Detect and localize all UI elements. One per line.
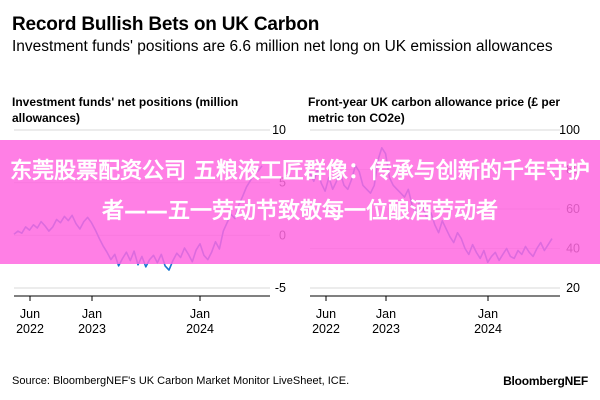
panel1-x-tick-label: Jan 2024 xyxy=(186,307,214,336)
panel1-y-tick-label: 10 xyxy=(272,123,286,137)
overlay-banner xyxy=(0,140,600,264)
chart-subtitle: Investment funds' positions are 6.6 mill… xyxy=(12,38,553,55)
overlay-banner-text: 东莞股票配资公司 五粮液工匠群像：传承与创新的千年守护者——五一劳动节致敬每一位… xyxy=(10,159,590,224)
chart-title: Record Bullish Bets on UK Carbon xyxy=(12,14,320,35)
panel1-y-tick-label: -5 xyxy=(275,281,286,295)
panel2-x-tick-label: Jan 2023 xyxy=(372,307,400,336)
panel2-x-tick-label: Jun 2022 xyxy=(312,307,340,336)
panel1-x-tick-label: Jun 2022 xyxy=(16,307,44,336)
right-panel-title: Front-year UK carbon allowance price (£ … xyxy=(308,95,561,125)
brand-logo: BloombergNEF xyxy=(503,374,588,388)
source-note: Source: BloombergNEF's UK Carbon Market … xyxy=(12,375,350,387)
panel2-y-tick-label: 100 xyxy=(559,123,580,137)
panel2-x-tick-label: Jan 2024 xyxy=(474,307,502,336)
left-panel-title: Investment funds' net positions (million… xyxy=(12,95,239,125)
panel1-x-tick-label: Jan 2023 xyxy=(78,307,106,336)
panel2-y-tick-label: 20 xyxy=(566,281,580,295)
